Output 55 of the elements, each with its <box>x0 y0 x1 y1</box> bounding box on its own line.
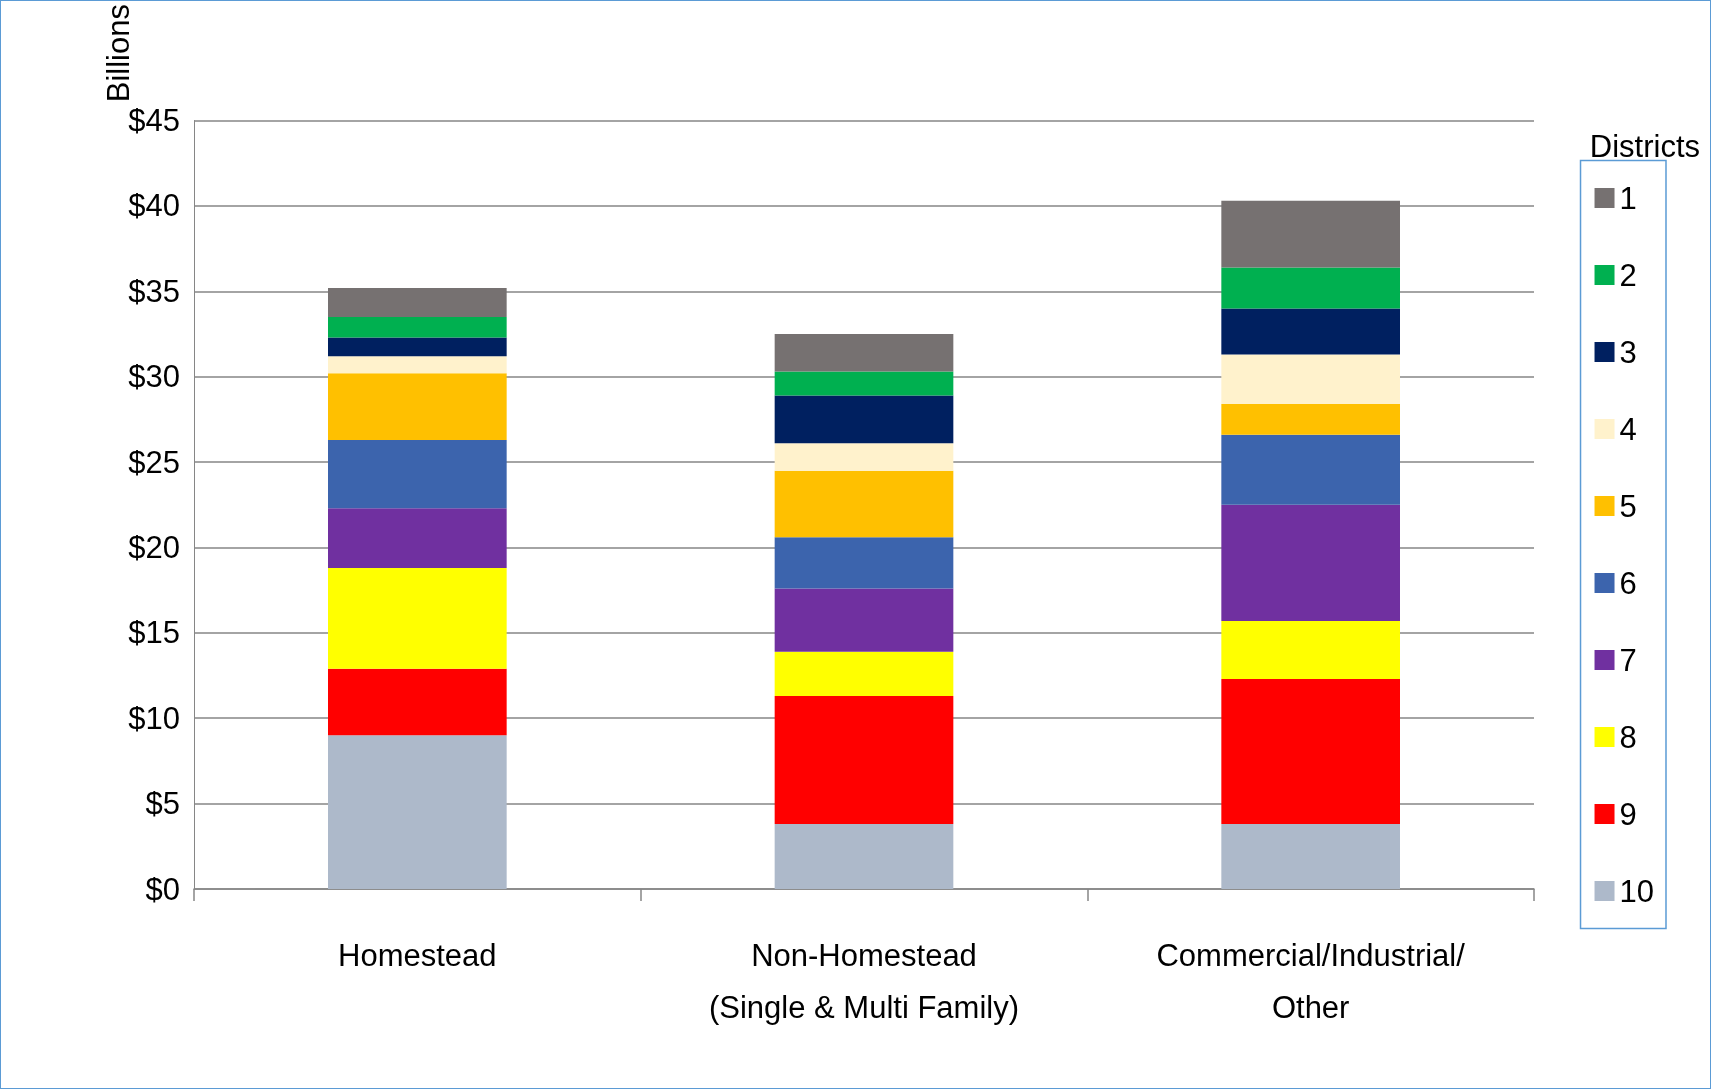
bar <box>1221 824 1400 889</box>
bar <box>328 735 507 889</box>
bar <box>1221 354 1400 405</box>
bar <box>774 537 954 589</box>
bar <box>774 443 954 471</box>
bar <box>328 373 507 440</box>
bar <box>328 287 507 317</box>
legend-label: 6 <box>1619 565 1637 601</box>
legend-label: 5 <box>1619 488 1637 524</box>
bar <box>328 508 507 568</box>
bar <box>1221 434 1400 505</box>
bar <box>774 588 954 652</box>
bar <box>774 470 954 538</box>
x-tick-label: Commercial/Industrial/ Other <box>1156 937 1466 1025</box>
legend-label: 8 <box>1619 719 1637 755</box>
bar <box>1221 308 1400 355</box>
x-tick-label: Non-Homestead (Single & Multi Family) <box>708 937 1020 1025</box>
bar <box>1221 404 1400 435</box>
y-tick-label: $25 <box>128 444 180 480</box>
bar <box>774 395 954 444</box>
bar <box>328 567 507 669</box>
y-tick-label: $45 <box>128 103 180 139</box>
bar <box>1221 504 1400 621</box>
bar <box>328 337 507 357</box>
y-tick-label: $0 <box>145 871 180 907</box>
y-tick-label: $15 <box>128 615 180 651</box>
bar <box>1221 200 1400 268</box>
bar <box>774 334 954 372</box>
x-tick-label: Homestead <box>338 937 497 973</box>
bar <box>328 668 507 736</box>
y-tick-label: $10 <box>128 700 180 736</box>
legend-label: 7 <box>1619 642 1637 678</box>
y-tick-label: $35 <box>128 273 180 309</box>
legend-label: 4 <box>1619 411 1637 447</box>
legend-label: 1 <box>1619 180 1637 216</box>
bar <box>774 824 954 889</box>
y-axis-title: Billions <box>101 4 136 103</box>
bar <box>774 651 954 697</box>
bar <box>328 316 507 338</box>
bar <box>774 371 954 396</box>
legend-label: 10 <box>1619 873 1654 909</box>
legend-label: 9 <box>1619 796 1637 832</box>
bar <box>774 696 954 825</box>
y-tick-label: $20 <box>128 529 180 565</box>
bar <box>1221 620 1400 679</box>
legend-label: 2 <box>1619 257 1637 293</box>
bar <box>328 439 507 509</box>
bar <box>328 356 507 374</box>
bar <box>1221 678 1400 825</box>
y-tick-label: $5 <box>145 786 180 822</box>
legend-title: Districts <box>1589 129 1701 164</box>
legend-label: 3 <box>1619 334 1637 370</box>
y-tick-label: $40 <box>128 188 180 224</box>
bar <box>1221 267 1400 309</box>
y-tick-label: $30 <box>128 359 180 395</box>
